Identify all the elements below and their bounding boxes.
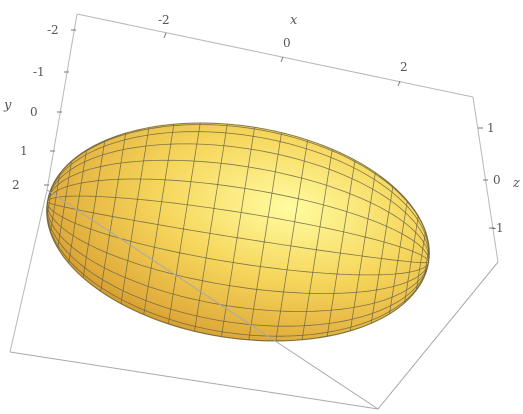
x-tick-label-0: 0: [283, 36, 291, 50]
mesh-line: [194, 123, 228, 332]
x-tick-mark-neg2: [163, 32, 167, 39]
y-tick-label-1: 1: [20, 144, 28, 158]
mesh-line: [47, 201, 429, 263]
mesh-line: [221, 127, 255, 337]
y-tick-label-neg1: -1: [33, 65, 45, 79]
mesh-line: [46, 201, 429, 342]
x-axis-label: x: [290, 13, 298, 28]
ellipsoid-surface: [46, 122, 430, 342]
mesh-line: [275, 140, 308, 341]
mesh-line: [168, 123, 201, 324]
z-tick-label-neg1: -1: [492, 221, 504, 235]
z-tick-label-1: 1: [487, 121, 495, 135]
mesh-line: [46, 201, 429, 327]
surface-mesh: [46, 123, 430, 342]
x-tick-mark-2: [397, 80, 401, 87]
z-tick-label-0: 0: [493, 173, 501, 187]
x-tick-label-neg2: -2: [158, 13, 170, 27]
x-tick-label-2: 2: [400, 60, 408, 74]
mesh-line: [47, 143, 430, 263]
mesh-line: [47, 131, 430, 263]
x-tick-mark-0: [280, 56, 284, 63]
mesh-line: [47, 124, 430, 263]
mesh-line: [47, 178, 430, 263]
mesh-line: [248, 132, 282, 341]
x-axis: -2 0 2 x: [158, 13, 408, 87]
y-tick-label-neg2: -2: [47, 23, 59, 37]
mesh-line: [46, 201, 429, 312]
bounding-box-front: [9, 189, 499, 410]
mesh-line: [47, 195, 429, 263]
y-axis: -2 -1 0 1 2 y: [3, 23, 76, 192]
z-axis-label: z: [512, 176, 520, 191]
mesh-line: [46, 201, 429, 276]
y-axis-label: y: [3, 98, 12, 113]
y-tick-label-2: 2: [12, 178, 20, 192]
mesh-line: [47, 159, 430, 263]
z-axis: 1 0 -1 z: [478, 121, 520, 235]
mesh-line: [46, 201, 429, 294]
mesh-line: [46, 201, 429, 337]
y-tick-label-0: 0: [30, 105, 38, 119]
mesh-line: [47, 201, 429, 264]
